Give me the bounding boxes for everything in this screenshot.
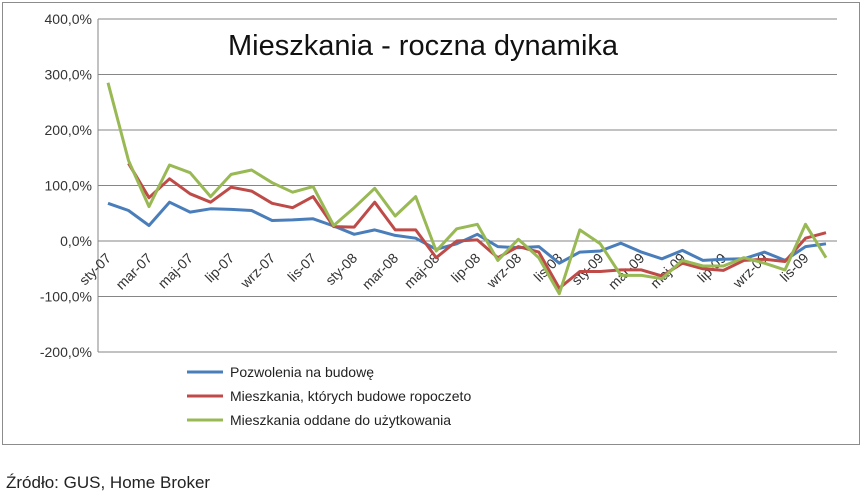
x-tick-label: mar-08 [359,250,402,293]
y-tick-label: 100,0% [45,178,92,194]
series-line-3 [106,82,828,296]
grid-layer [98,18,837,353]
legend-label: Mieszkania, których budowe ropoczeto [230,388,471,404]
line-chart: 400,0% 300,0% 200,0% 100,0% 0,0% -100,0% -200,… [40,11,837,428]
source-note: Źródło: GUS, Home Broker [6,473,211,492]
x-tick-label: lip-08 [448,250,484,286]
y-tick-label: -100,0% [40,289,92,305]
series-layer [106,82,828,296]
chart-title: Mieszkania - roczna dynamika [228,30,619,62]
x-tick-label: wrz-07 [237,250,279,292]
y-tick-label: 300,0% [45,67,92,83]
series-line-2 [127,162,827,290]
x-tick-label: lip-07 [202,250,238,286]
y-tick-label: -200,0% [40,344,92,360]
legend: Pozwolenia na budowę Mieszkania, których … [187,364,471,428]
x-tick-label: sty-08 [322,250,360,288]
y-tick-label: 400,0% [45,11,92,27]
y-tick-label: 200,0% [45,122,92,138]
x-tick-label: lis-07 [284,250,319,285]
x-tick-label: maj-07 [155,250,197,292]
y-tick-label: 0,0% [60,233,92,249]
legend-label: Mieszkania oddane do użytkowania [230,412,451,428]
chart-frame: 400,0% 300,0% 200,0% 100,0% 0,0% -100,0% -200,… [2,2,860,445]
x-tick-label: mar-07 [112,250,155,293]
x-tick-label: sty-07 [76,250,114,288]
legend-label: Pozwolenia na budowę [230,364,374,380]
